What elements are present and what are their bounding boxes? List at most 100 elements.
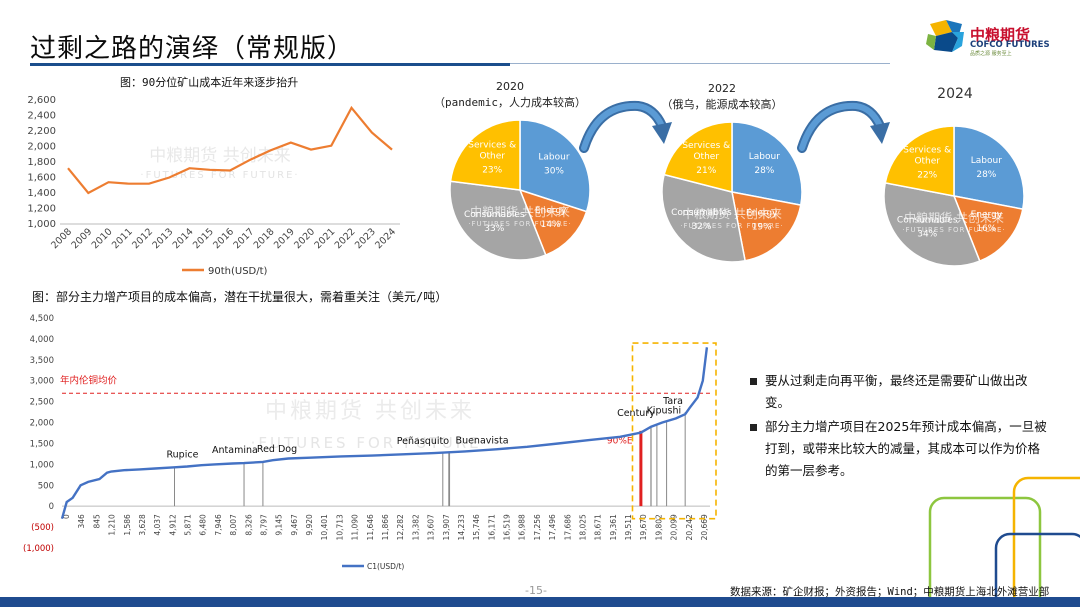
c1-cost-curve bbox=[60, 347, 709, 520]
pie-slice-labour bbox=[731, 121, 803, 206]
pie-2024: Labour 28% Energy 16% Consumables 34% Services… bbox=[883, 125, 1025, 267]
x-tick-label: 0 bbox=[62, 514, 71, 519]
x-tick-label: 14,233 bbox=[457, 514, 466, 540]
x-tick-label: 19,802 bbox=[654, 514, 663, 540]
mine-label: Kipushi bbox=[647, 405, 682, 416]
y-tick-label: 2,000 bbox=[30, 419, 54, 429]
x-tick-label: 10,401 bbox=[320, 514, 329, 540]
bullet-item-2: 部分主力增产项目在2025年预计成本偏高，一旦被打到，或带来比较大的减量，其成本… bbox=[750, 416, 1050, 482]
y-tick-label: 2,200 bbox=[27, 126, 56, 137]
pie-slice-consumables bbox=[449, 180, 547, 261]
x-tick-label: 9,145 bbox=[275, 514, 284, 536]
x-tick-label: 10,713 bbox=[335, 514, 344, 540]
curved-arrow-icon bbox=[579, 100, 672, 153]
x-tick-label: 6,480 bbox=[199, 514, 208, 536]
y-tick-label: 1,500 bbox=[30, 439, 54, 449]
pie-2022-year: 2022 bbox=[708, 82, 736, 95]
x-tick-label: 2008 bbox=[49, 226, 74, 251]
x-tick-label: 19,361 bbox=[609, 514, 618, 540]
mine-label: Century bbox=[617, 408, 655, 419]
pie-slice-consumables bbox=[661, 173, 746, 263]
watermark-en: ·FUTURES FOR FUTURE· bbox=[902, 226, 1005, 234]
x-tick-label: 8,797 bbox=[259, 514, 268, 536]
x-tick-label: 1,586 bbox=[123, 514, 132, 536]
x-tick-label: 2019 bbox=[272, 226, 297, 251]
y-tick-label: 2,400 bbox=[27, 111, 56, 122]
x-tick-label: 18,671 bbox=[594, 514, 603, 540]
y-tick-label: 1,800 bbox=[27, 157, 56, 168]
pie-slice-pct: 33% bbox=[484, 224, 504, 234]
y-tick-label: 4,000 bbox=[30, 335, 54, 345]
pie-slice-name: Labour bbox=[538, 152, 569, 162]
x-tick-label: 4,912 bbox=[168, 514, 177, 536]
pie-slice-name: Labour bbox=[971, 156, 1002, 166]
pie-2020-year: 2020 bbox=[496, 80, 524, 93]
pie-slice-pct: 32% bbox=[691, 222, 711, 232]
x-tick-label: 16,988 bbox=[518, 514, 527, 540]
x-tick-label: 17,256 bbox=[533, 514, 542, 540]
x-tick-label: 11,866 bbox=[381, 514, 390, 540]
cost-curve-chart: (1,000) (500) 0 500 1,000 1,500 2,000 2,500 3,00… bbox=[23, 314, 717, 571]
x-tick-label: 16,519 bbox=[503, 514, 512, 540]
watermark-cn: 中粮期货 共创未来 bbox=[904, 210, 1004, 225]
pie-slice-name: Consumables bbox=[671, 208, 732, 218]
y-tick-label: 4,500 bbox=[30, 314, 54, 324]
y-tick-label: 1,000 bbox=[30, 460, 54, 470]
pie-slice-name: Services & bbox=[682, 141, 730, 151]
mine-label: Peñasquito bbox=[397, 436, 449, 447]
pie-slice-name: Services & bbox=[468, 140, 516, 150]
x-tick-label: 2017 bbox=[231, 226, 256, 251]
data-source: 数据来源：矿企财报；外资报告；Wind；中粮期货上海北外滩营业部 bbox=[730, 586, 1050, 598]
legend-label: C1(USD/t) bbox=[367, 562, 404, 571]
y-tick-label: 3,000 bbox=[30, 377, 54, 387]
logo-cn: 中粮期货 bbox=[970, 26, 1031, 44]
x-tick-label: 2011 bbox=[110, 226, 135, 251]
pie-2022: Labour 28% Energy 19% Consumables 32% Services… bbox=[661, 121, 803, 263]
x-tick-label: 2021 bbox=[312, 226, 337, 251]
x-tick-label: 13,382 bbox=[411, 514, 420, 540]
x-tick-label: 20,099 bbox=[670, 514, 679, 540]
cofco-logo-icon bbox=[926, 20, 964, 52]
pie-2020-subtitle: （pandemic，人力成本较高） bbox=[434, 96, 586, 109]
pie-slice-pct: 28% bbox=[754, 166, 774, 176]
x-tick-label: 15,746 bbox=[472, 514, 481, 540]
watermark-cn: 中粮期货 共创未来 bbox=[470, 204, 570, 219]
y-tick-label: (500) bbox=[31, 523, 54, 533]
x-tick-label: 1,210 bbox=[108, 514, 117, 536]
pie-slice-pct: 21% bbox=[696, 166, 716, 176]
pie-slice-pct: 23% bbox=[482, 165, 502, 175]
cost-chart-caption: 图：部分主力增产项目的成本偏高，潜在干扰量很大，需着重关注（美元/吨） bbox=[32, 290, 448, 304]
pie-slice-name: Other bbox=[693, 152, 719, 162]
pie-slice-consumables bbox=[883, 182, 981, 267]
x-tick-label: 2014 bbox=[171, 226, 196, 251]
pie-slice-services-other bbox=[663, 121, 733, 193]
pie-slice-services-other bbox=[449, 119, 521, 191]
curved-arrow-icon-2 bbox=[797, 100, 890, 153]
x-tick-label: 2015 bbox=[191, 226, 216, 251]
title-underline bbox=[30, 63, 510, 66]
y-tick-label: 1,400 bbox=[27, 188, 56, 199]
x-tick-label: 4,037 bbox=[153, 514, 162, 536]
percentile-90-label: 90%E bbox=[607, 436, 633, 446]
mine-label: Antamina bbox=[212, 445, 258, 456]
pie-slice-pct: 14% bbox=[541, 220, 561, 230]
x-tick-label: 346 bbox=[77, 514, 86, 529]
x-tick-label: 18,025 bbox=[578, 514, 587, 540]
x-tick-label: 2020 bbox=[292, 226, 317, 251]
mine-cost-line-chart: 1,000 1,200 1,400 1,600 1,800 2,000 2,200 2,400… bbox=[27, 95, 400, 277]
watermark-en: ·FUTURES FOR FUTURE· bbox=[251, 434, 490, 452]
title-underline-thin bbox=[510, 63, 890, 64]
mine-label: Buenavista bbox=[456, 435, 509, 446]
y-tick-label: 2,600 bbox=[27, 95, 56, 106]
line-chart-caption: 图：90分位矿山成本近年来逐步抬升 bbox=[120, 76, 299, 89]
x-tick-label: 2012 bbox=[130, 226, 155, 251]
pie-slice-name: Other bbox=[914, 157, 940, 167]
watermark-en: ·FUTURES FOR FUTURE· bbox=[680, 222, 783, 230]
x-tick-label: 2024 bbox=[373, 226, 398, 251]
highlight-box bbox=[631, 342, 717, 520]
bullet-item-1: 要从过剩走向再平衡，最终还是需要矿山做出改变。 bbox=[750, 370, 1050, 414]
pie-slice-energy bbox=[731, 191, 802, 262]
x-tick-label: 17,686 bbox=[563, 514, 572, 540]
x-tick-label: 11,090 bbox=[351, 514, 360, 540]
pie-slice-name: Energy bbox=[535, 206, 567, 216]
